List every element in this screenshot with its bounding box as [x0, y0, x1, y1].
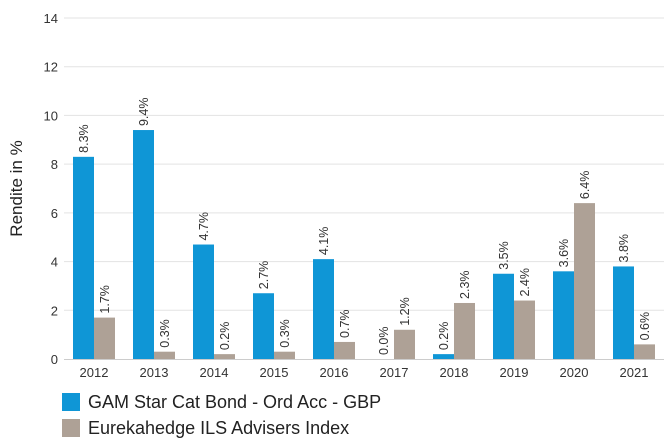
bar-series-2-2018: [454, 302, 475, 359]
bar-series-1-2016: [313, 259, 334, 359]
data-label-series-2-2016: 0.7%: [338, 309, 352, 338]
legend-label-series-2: Eurekahedge ILS Advisers Index: [88, 417, 350, 438]
data-label-series-1-2017: 0.0%: [377, 327, 391, 356]
y-tick-label: 14: [44, 11, 58, 26]
x-tick-label-2015: 2015: [260, 365, 289, 380]
data-label-series-2-2017: 1.2%: [398, 297, 412, 326]
x-tick-label-2017: 2017: [380, 365, 409, 380]
data-label-series-2-2021: 0.6%: [638, 312, 652, 341]
bar-series-1-2013: [133, 130, 154, 359]
data-label-series-1-2012: 8.3%: [77, 124, 91, 153]
y-tick-label: 12: [44, 60, 58, 75]
x-tick-label-2016: 2016: [320, 365, 349, 380]
data-label-series-1-2013: 9.4%: [137, 98, 151, 127]
bar-series-1-2012: [73, 156, 94, 359]
legend-item-series-1: GAM Star Cat Bond - Ord Acc - GBP: [62, 390, 381, 414]
bar-chart: 0 2 4 6 8 10 12 14 8.3% 1.7% 9.4% 0.3% 4.7% 0.2% 2.7%…: [7, 11, 664, 380]
data-label-series-1-2020: 3.6%: [557, 239, 571, 268]
y-tick-label: 6: [51, 206, 58, 221]
bar-series-2-2015: [274, 351, 295, 359]
bars: [73, 130, 655, 359]
x-tick-label-2018: 2018: [440, 365, 469, 380]
data-label-series-1-2016: 4.1%: [317, 227, 331, 256]
x-tick-label-2014: 2014: [200, 365, 229, 380]
y-tick-label: 0: [51, 352, 58, 367]
bar-series-2-2019: [514, 300, 535, 359]
data-label-series-1-2014: 4.7%: [197, 212, 211, 241]
bar-series-2-2016: [334, 341, 355, 359]
data-label-series-2-2012: 1.7%: [98, 285, 112, 314]
data-label-series-2-2018: 2.3%: [458, 270, 472, 299]
y-tick-label: 8: [51, 157, 58, 172]
bar-series-1-2014: [193, 244, 214, 359]
data-label-series-2-2019: 2.4%: [518, 268, 532, 297]
y-tick-label: 2: [51, 303, 58, 318]
bar-series-2-2020: [574, 203, 595, 359]
data-label-series-2-2013: 0.3%: [158, 319, 172, 348]
data-label-series-1-2018: 0.2%: [437, 322, 451, 351]
x-tick-label-2012: 2012: [80, 365, 109, 380]
data-labels: 8.3% 1.7% 9.4% 0.3% 4.7% 0.2% 2.7% 0.3% 4.1% 0.7%…: [77, 98, 652, 355]
legend-label-series-1: GAM Star Cat Bond - Ord Acc - GBP: [88, 391, 382, 412]
bar-series-1-2018: [433, 354, 454, 359]
data-label-series-1-2015: 2.7%: [257, 261, 271, 290]
bar-series-1-2021: [613, 266, 634, 359]
y-tick-label: 4: [51, 255, 58, 270]
y-axis-label: Rendite in %: [7, 140, 26, 236]
data-label-series-1-2021: 3.8%: [617, 234, 631, 263]
gridlines: [64, 17, 664, 311]
y-tick-label: 10: [44, 108, 58, 123]
data-label-series-1-2019: 3.5%: [497, 241, 511, 270]
x-tick-label-2020: 2020: [560, 365, 589, 380]
bar-series-1-2019: [493, 273, 514, 359]
y-axis-ticks: 0 2 4 6 8 10 12 14: [44, 11, 58, 367]
bar-series-2-2017: [394, 329, 415, 359]
legend-swatch-series-1: [62, 393, 80, 411]
bar-series-2-2021: [634, 344, 655, 359]
bar-series-1-2020: [553, 271, 574, 359]
legend-item-series-2: Eurekahedge ILS Advisers Index: [62, 416, 381, 440]
data-label-series-2-2020: 6.4%: [578, 171, 592, 200]
bar-series-2-2012: [94, 317, 115, 359]
data-label-series-2-2014: 0.2%: [218, 322, 232, 351]
x-tick-label-2013: 2013: [140, 365, 169, 380]
data-label-series-2-2015: 0.3%: [278, 319, 292, 348]
x-tick-label-2021: 2021: [620, 365, 649, 380]
legend-swatch-series-2: [62, 419, 80, 437]
bar-series-2-2013: [154, 351, 175, 359]
legend: GAM Star Cat Bond - Ord Acc - GBP Eureka…: [62, 390, 381, 442]
bar-series-1-2015: [253, 293, 274, 359]
x-tick-label-2019: 2019: [500, 365, 529, 380]
bar-series-2-2014: [214, 354, 235, 359]
x-axis-ticks: 2012 2013 2014 2015 2016 2017 2018 2019 2020 2021: [80, 365, 649, 380]
